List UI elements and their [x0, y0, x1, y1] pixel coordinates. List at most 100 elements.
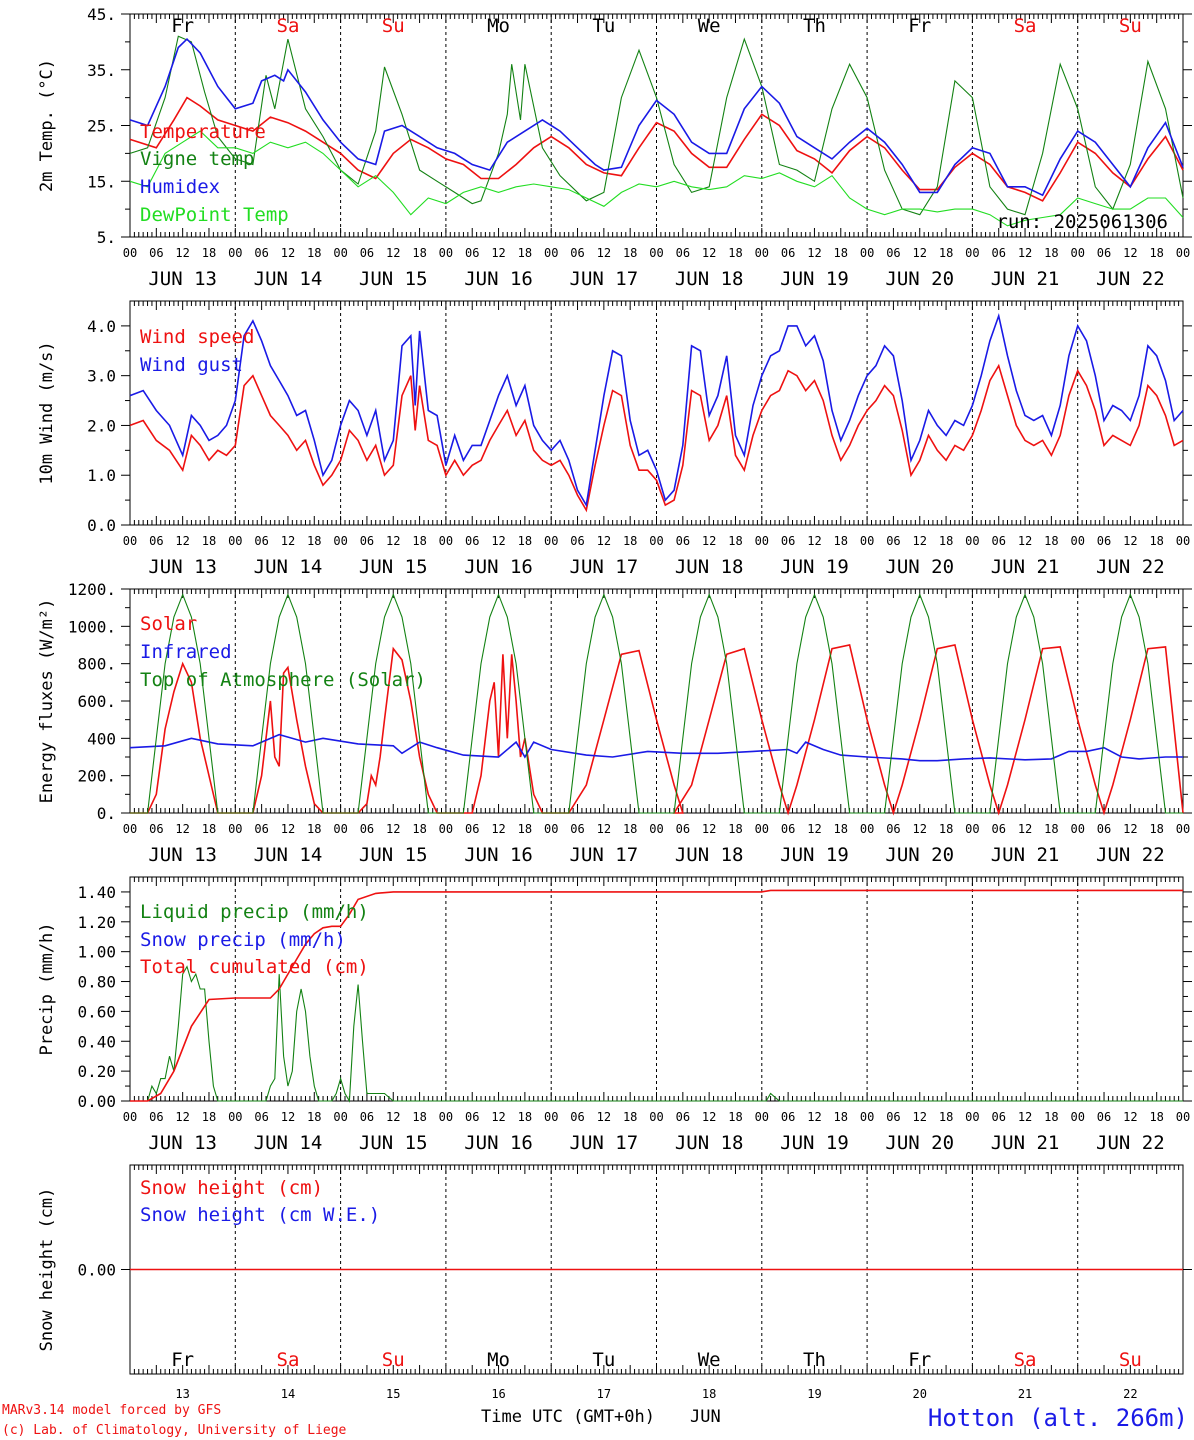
day-number-label: 18: [702, 1387, 716, 1401]
hour-label: 18: [834, 822, 848, 836]
hour-label: 06: [254, 534, 268, 548]
panel-1: 5. 15. 25. 35. 45. 2m Temp. (°C) Temperature Vi…: [37, 5, 1192, 290]
x-axis-month: JUN: [690, 1407, 721, 1427]
hour-label: 06: [570, 1110, 584, 1124]
hour-label: 06: [781, 534, 795, 548]
hour-label: 00: [228, 1110, 242, 1124]
plot-frame: [129, 588, 1184, 814]
plot-frame: [129, 300, 1184, 526]
day-number-label: 17: [597, 1387, 611, 1401]
date-label: JUN 20: [885, 556, 954, 578]
hour-label: 06: [1097, 534, 1111, 548]
hour-label: 06: [465, 246, 479, 260]
hour-label: 18: [1044, 822, 1058, 836]
date-label: JUN 18: [675, 1132, 744, 1154]
y-tick-label: 800.: [77, 655, 116, 674]
date-label: JUN 13: [148, 844, 217, 866]
date-label: JUN 21: [991, 268, 1060, 290]
y-tick-label: 0.00: [77, 1261, 116, 1280]
hour-label: 06: [149, 1110, 163, 1124]
hour-label: 06: [676, 534, 690, 548]
y-tick-label: 200.: [77, 767, 116, 786]
weekday-label: Th: [803, 1349, 826, 1371]
hour-label: 00: [123, 534, 137, 548]
date-label: JUN 22: [1096, 1132, 1165, 1154]
legend-entry: Liquid precip (mm/h): [140, 901, 369, 923]
hour-label: 18: [939, 822, 953, 836]
weekday-label: Su: [1119, 1349, 1142, 1371]
weekday-row-top: Fr Sa Su Mo Tu We Th Fr Sa Su: [171, 15, 1142, 37]
weekday-label: Su: [382, 15, 405, 37]
day-number-label: 22: [1123, 1387, 1137, 1401]
legend-entry: Infrared: [140, 641, 232, 663]
y-tick-label: 15.: [87, 172, 116, 191]
date-label: JUN 20: [885, 1132, 954, 1154]
hour-label: 12: [175, 1110, 189, 1124]
hour-label: 12: [281, 1110, 295, 1124]
hour-label: 06: [465, 822, 479, 836]
y-axis-label: 10m Wind (m/s): [37, 341, 57, 484]
legend-entry: Solar: [140, 613, 197, 635]
series-line: [130, 644, 1184, 816]
hour-label: 00: [649, 822, 663, 836]
hour-label: 06: [254, 1110, 268, 1124]
y-axis-label: Snow height (cm): [37, 1188, 57, 1352]
hour-label: 06: [1097, 822, 1111, 836]
hour-label: 00: [860, 1110, 874, 1124]
hour-label: 00: [123, 822, 137, 836]
date-label: JUN 15: [359, 556, 428, 578]
date-label: JUN 14: [254, 844, 323, 866]
date-label: JUN 18: [675, 844, 744, 866]
date-label: JUN 13: [148, 556, 217, 578]
hour-label: 18: [202, 1110, 216, 1124]
hour-label: 00: [1070, 1110, 1084, 1124]
date-label: JUN 20: [885, 268, 954, 290]
hour-label: 00: [649, 1110, 663, 1124]
hour-label: 18: [1044, 246, 1058, 260]
hour-label: 00: [439, 1110, 453, 1124]
hour-label: 06: [886, 246, 900, 260]
hour-label: 18: [623, 822, 637, 836]
hour-label: 00: [1070, 534, 1084, 548]
hour-label: 12: [386, 246, 400, 260]
hour-label: 12: [913, 246, 927, 260]
series-line: [129, 363, 1184, 513]
y-tick-label: 2.0: [87, 416, 116, 435]
date-label: JUN 17: [570, 1132, 639, 1154]
hour-label: 12: [807, 1110, 821, 1124]
y-tick-label: 25.: [87, 117, 116, 136]
hour-label: 12: [597, 1110, 611, 1124]
station-name: Hotton (alt. 266m): [928, 1404, 1188, 1432]
hour-label: 06: [676, 1110, 690, 1124]
y-tick-label: 0.40: [77, 1032, 116, 1051]
hour-label: 18: [412, 534, 426, 548]
hour-label: 06: [360, 822, 374, 836]
hour-label: 18: [412, 246, 426, 260]
hour-label: 12: [913, 822, 927, 836]
hour-label: 00: [544, 822, 558, 836]
hour-label: 00: [544, 1110, 558, 1124]
series-line: [129, 96, 1184, 202]
legend-entry: Humidex: [140, 176, 220, 198]
date-label: JUN 19: [780, 268, 849, 290]
panel-5: 0.00 Snow height (cm) Snow height (cm) Snow…: [37, 1164, 1192, 1375]
hour-label: 18: [939, 1110, 953, 1124]
series-line: [129, 35, 1184, 216]
hour-label: 12: [386, 822, 400, 836]
hour-label: 06: [1097, 246, 1111, 260]
day-number-label: 19: [807, 1387, 821, 1401]
hour-label: 00: [860, 246, 874, 260]
y-tick-label: 35.: [87, 61, 116, 80]
weekday-label: Mo: [487, 15, 510, 37]
hour-label: 06: [886, 1110, 900, 1124]
hour-label: 00: [1176, 534, 1190, 548]
hour-label: 12: [702, 246, 716, 260]
hour-label: 06: [781, 1110, 795, 1124]
weekday-label: We: [698, 15, 721, 37]
hour-label: 00: [860, 534, 874, 548]
hour-label: 18: [202, 822, 216, 836]
footer-copyright-text: (c) Lab. of Climatology, University of L…: [2, 1423, 347, 1438]
weekday-label: We: [698, 1349, 721, 1371]
hour-label: 06: [886, 822, 900, 836]
hour-label: 06: [781, 822, 795, 836]
